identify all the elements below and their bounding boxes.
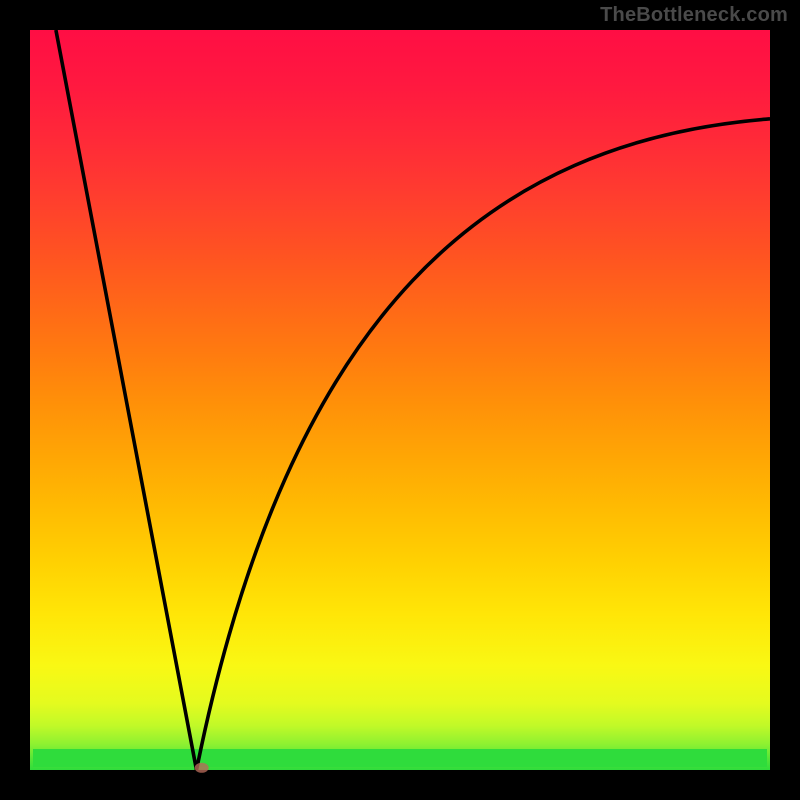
figure-container: TheBottleneck.com xyxy=(0,0,800,800)
green-baseline-band xyxy=(33,749,767,767)
watermark-text: TheBottleneck.com xyxy=(600,4,788,27)
optimal-point-marker xyxy=(195,763,209,773)
bottleneck-chart xyxy=(0,0,800,800)
plot-background-gradient xyxy=(30,30,770,770)
